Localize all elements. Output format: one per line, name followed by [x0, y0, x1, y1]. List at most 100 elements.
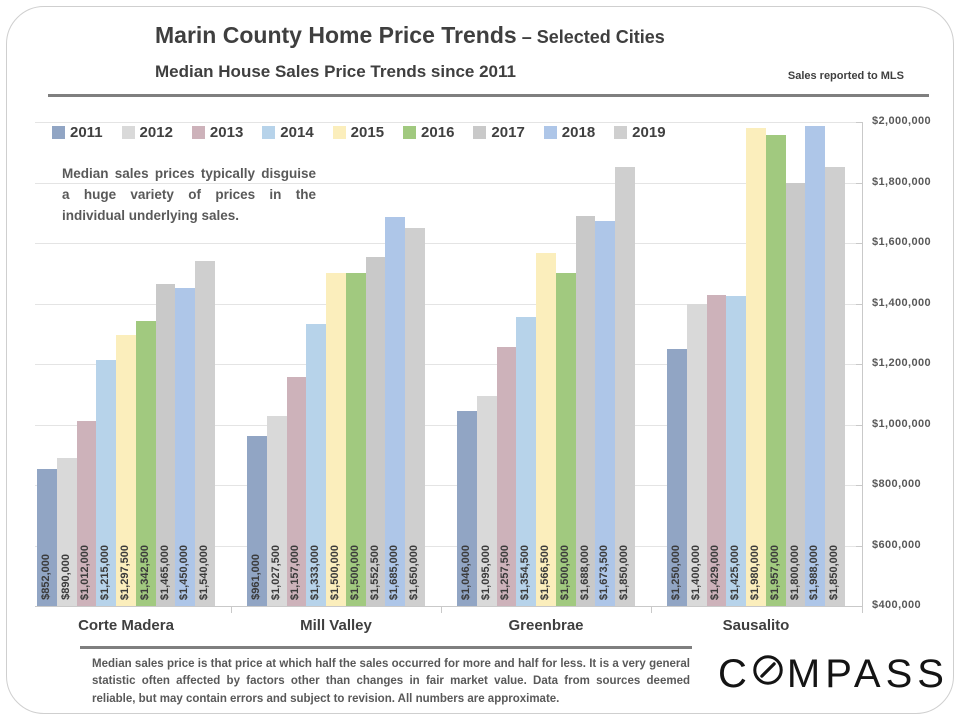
bar-2015: $1,980,000 — [746, 128, 766, 606]
bar-2018: $1,450,000 — [175, 288, 196, 606]
y-axis-tick-label: $800,000 — [872, 478, 922, 490]
bar-value-label: $1,552,500 — [368, 544, 381, 600]
y-axis-tick-label: $1,200,000 — [872, 357, 932, 369]
bar-value-label: $852,000 — [39, 554, 52, 600]
bar-2015: $1,500,000 — [326, 273, 346, 606]
legend-item-2012: 2012 — [121, 124, 173, 141]
bar-value-label: $1,673,500 — [598, 544, 611, 600]
page-title: Marin County Home Price Trends – Selecte… — [155, 22, 665, 49]
bar-2011: $1,250,000 — [667, 348, 687, 606]
bar-2016: $1,500,000 — [555, 273, 576, 606]
y-axis-tick — [856, 606, 862, 607]
x-axis-tick — [231, 606, 232, 613]
legend-item-2016: 2016 — [403, 124, 454, 141]
bar-2015: $1,566,500 — [536, 253, 556, 606]
bar-2013: $1,257,500 — [496, 346, 517, 606]
page-title-suffix: – Selected Cities — [516, 27, 665, 47]
mls-note: Sales reported to MLS — [787, 70, 904, 82]
bar-value-label: $1,850,000 — [828, 544, 841, 600]
bar-2018: $1,685,000 — [385, 217, 406, 606]
y-axis-tick-label: $1,800,000 — [872, 175, 932, 188]
annotation-text: Median sales prices typically disguise a… — [62, 166, 316, 223]
gridline — [35, 606, 862, 607]
bar-value-label: $1,850,000 — [618, 544, 631, 600]
y-axis-tick — [856, 424, 862, 426]
bar-2019: $1,650,000 — [405, 227, 426, 606]
footer-divider — [80, 646, 692, 649]
bar-group-greenbrae: $1,046,000 $1,095,000 $1,257,500 $1,354,500… — [457, 167, 636, 606]
y-axis-tick — [856, 485, 862, 486]
compass-slashed-o-icon — [752, 652, 787, 697]
compass-logo: C MPASS — [718, 652, 949, 697]
bar-2014: $1,333,000 — [306, 323, 327, 606]
y-axis-tick-label: $1,400,000 — [872, 296, 932, 309]
bar-value-label: $1,400,000 — [689, 544, 702, 600]
bar-2019: $1,850,000 — [825, 167, 846, 606]
gridline — [35, 424, 862, 426]
bar-value-label: $1,425,000 — [729, 544, 742, 600]
bar-2013: $1,012,000 — [76, 420, 97, 606]
bar-2011: $1,046,000 — [457, 410, 477, 606]
legend-item-2015: 2015 — [332, 124, 385, 141]
x-axis-tick — [651, 606, 652, 613]
bar-2016: $1,342,500 — [135, 320, 156, 606]
legend-item-2019: 2019 — [614, 124, 666, 141]
bar-value-label: $1,157,000 — [289, 544, 302, 600]
bar-value-label: $1,215,000 — [99, 544, 112, 600]
bar-value-label: $1,500,000 — [329, 544, 342, 600]
gridline — [35, 485, 862, 486]
bar-2012: $1,400,000 — [686, 303, 707, 606]
gridline — [35, 303, 862, 305]
bar-2012: $890,000 — [56, 457, 77, 606]
bar-value-label: $1,566,500 — [539, 544, 552, 600]
category-label-greenbrae: Greenbrae — [508, 617, 584, 634]
bar-value-label: $1,046,000 — [459, 544, 472, 600]
category-label-corte-madera: Corte Madera — [78, 617, 174, 634]
legend-item-2017: 2017 — [473, 124, 525, 141]
bar-value-label: $1,012,000 — [79, 544, 92, 600]
bar-chart-plot-area: $852,000 $890,000 $1,012,000 $1,215,000 $1,2… — [0, 122, 862, 613]
bar-2013: $1,157,000 — [286, 377, 307, 606]
chart-subtitle: Median House Sales Price Trends since 20… — [155, 62, 516, 81]
bar-value-label: $1,540,000 — [198, 544, 211, 600]
bar-value-label: $1,465,000 — [158, 544, 171, 600]
y-axis-tick — [856, 122, 862, 123]
bar-value-label: $1,685,000 — [388, 544, 401, 600]
category-label-sausalito: Sausalito — [722, 617, 790, 634]
bar-2012: $1,095,000 — [476, 395, 497, 606]
legend-label: 2018 — [561, 124, 596, 141]
bar-value-label: $1,500,000 — [348, 544, 361, 600]
bar-2018: $1,673,500 — [595, 220, 616, 606]
bar-value-label: $890,000 — [59, 554, 72, 600]
bar-value-label: $1,988,000 — [808, 544, 821, 600]
legend-label: 2015 — [350, 124, 385, 141]
bar-value-label: $1,800,000 — [788, 544, 801, 600]
legend-item-2018: 2018 — [543, 124, 596, 141]
bar-value-label: $1,354,500 — [519, 544, 532, 600]
legend-label: 2012 — [139, 124, 173, 141]
bar-2014: $1,354,500 — [516, 317, 537, 606]
y-axis-tick — [856, 303, 862, 305]
bar-group-mill-valley: $961,000 $1,027,500 $1,157,000 $1,333,000 $1… — [247, 217, 426, 606]
bar-value-label: $1,957,000 — [768, 544, 781, 600]
bar-value-label: $1,429,000 — [709, 544, 722, 600]
bar-2017: $1,552,500 — [365, 257, 386, 606]
x-axis-tick — [441, 606, 442, 613]
bar-value-label: $1,688,000 — [578, 544, 591, 600]
bar-2017: $1,688,000 — [575, 216, 596, 606]
y-axis-tick-label: $2,000,000 — [872, 115, 932, 127]
bar-value-label: $1,980,000 — [749, 544, 762, 600]
legend-label: 2017 — [491, 124, 525, 141]
legend-swatch-icon — [262, 126, 276, 139]
bar-2016: $1,500,000 — [345, 273, 366, 606]
category-label-mill-valley: Mill Valley — [300, 617, 372, 634]
bar-value-label: $1,500,000 — [558, 544, 571, 600]
bar-2019: $1,850,000 — [615, 167, 636, 606]
bar-value-label: $961,000 — [249, 554, 262, 600]
bar-value-label: $1,342,500 — [138, 544, 151, 600]
bar-2017: $1,800,000 — [785, 182, 806, 606]
legend-label: 2016 — [421, 124, 455, 141]
bar-2016: $1,957,000 — [765, 135, 786, 606]
legend-label: 2019 — [632, 124, 666, 141]
y-axis-tick-label: $600,000 — [872, 538, 922, 551]
